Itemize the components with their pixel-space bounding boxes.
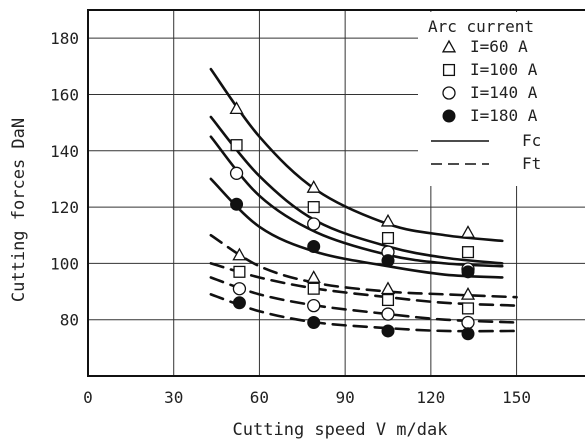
square-marker — [233, 265, 246, 278]
open-circle-marker — [232, 282, 247, 296]
x-tick-label: 30 — [164, 388, 183, 407]
y-axis-ticks: 80 100 120 140 160 180 — [50, 29, 79, 330]
open-circle-marker — [461, 315, 475, 330]
series-line-fc — [209, 67, 504, 243]
filled-circle-marker — [442, 109, 456, 123]
square-marker — [461, 302, 475, 315]
x-tick-label: 120 — [416, 388, 445, 407]
legend: Arc current I=60 AI=100 AI=140 AI=180 A … — [428, 17, 541, 173]
filled-circle-marker — [381, 254, 395, 268]
legend-entry-label: I=100 A — [470, 60, 538, 79]
legend-entry-label: I=140 A — [470, 83, 538, 102]
square-marker — [307, 201, 320, 214]
legend-entry-label: I=180 A — [470, 106, 538, 125]
y-tick-label: 120 — [50, 198, 79, 217]
open-circle-marker — [381, 307, 395, 321]
legend-line-rows: Fc Ft — [431, 131, 541, 173]
square-marker — [381, 293, 395, 307]
filled-circle-marker — [230, 197, 244, 211]
triangle-marker — [380, 213, 396, 227]
legend-line-label: Ft — [522, 154, 541, 173]
square-marker — [442, 63, 456, 77]
open-circle-marker — [229, 166, 244, 180]
triangle-marker — [380, 281, 396, 295]
filled-circle-marker — [381, 324, 395, 338]
series-curves — [209, 67, 518, 333]
triangle-marker — [441, 39, 457, 53]
filled-circle-marker — [307, 239, 321, 253]
series-line-fc — [209, 135, 504, 268]
legend-title: Arc current — [428, 17, 534, 36]
triangle-marker — [306, 180, 321, 193]
y-axis-label: Cutting forces DaN — [9, 118, 29, 302]
legend-entry-label: I=60 A — [470, 37, 528, 56]
x-axis-ticks: 0 30 60 90 120 150 — [83, 388, 531, 407]
x-tick-label: 150 — [502, 388, 531, 407]
square-marker — [381, 231, 395, 245]
square-marker — [230, 139, 243, 152]
legend-line-label: Fc — [522, 131, 541, 150]
triangle-marker — [460, 287, 476, 300]
filled-circle-marker — [307, 316, 321, 330]
square-marker — [307, 282, 320, 295]
open-circle-marker — [307, 298, 321, 313]
open-circle-marker — [442, 86, 456, 100]
triangle-marker — [232, 247, 247, 261]
legend-marker-rows: I=60 A I=100 A I=140 A I=180 A — [441, 37, 538, 125]
series-line-ft — [209, 276, 518, 324]
legend-box — [418, 12, 585, 186]
y-tick-label: 140 — [50, 142, 79, 161]
filled-circle-marker — [232, 296, 246, 310]
x-axis-label: Cutting speed V m/dak — [233, 420, 448, 440]
triangle-marker — [229, 101, 244, 114]
filled-circle-marker — [461, 265, 475, 279]
y-tick-label: 80 — [60, 311, 79, 330]
x-tick-label: 90 — [336, 388, 355, 407]
x-tick-label: 60 — [250, 388, 269, 407]
y-tick-label: 180 — [50, 29, 79, 48]
open-circle-marker — [307, 217, 321, 231]
triangle-marker — [460, 225, 476, 238]
plot-frame — [87, 9, 585, 377]
triangle-marker — [306, 270, 321, 283]
x-tick-label: 0 — [83, 388, 93, 407]
filled-circle-marker — [461, 327, 475, 341]
square-marker — [461, 246, 475, 259]
series-line-ft — [209, 233, 518, 299]
series-line-ft — [209, 293, 518, 333]
y-tick-label: 100 — [50, 254, 79, 273]
series-line-fc — [209, 177, 504, 279]
series-line-fc — [209, 115, 504, 265]
y-tick-label: 160 — [50, 85, 79, 104]
data-markers — [229, 101, 476, 341]
series-line-ft — [209, 262, 518, 307]
